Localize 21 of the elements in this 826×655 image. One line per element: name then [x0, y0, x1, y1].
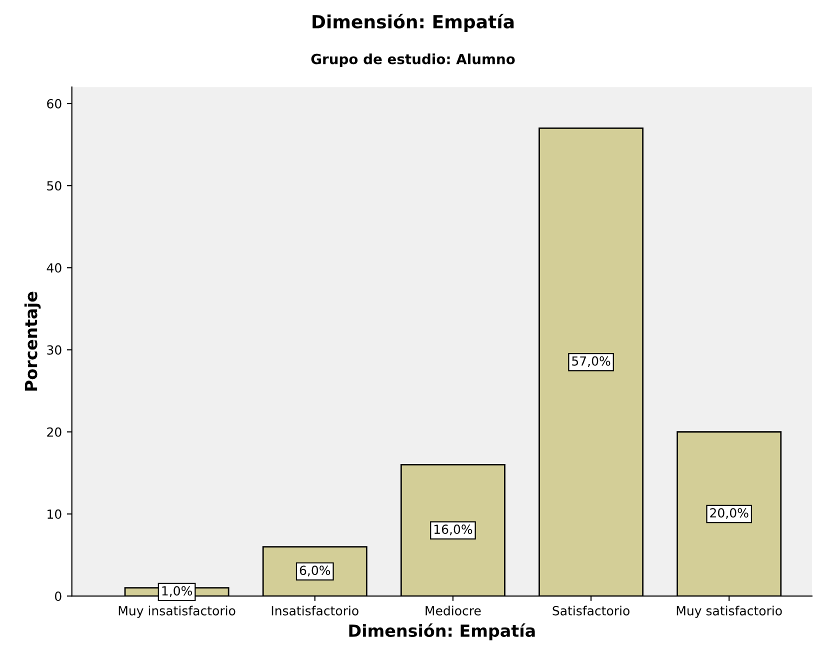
y-tick-label: 20: [47, 427, 62, 437]
data-label: 57,0%: [572, 356, 610, 368]
y-tick-label: 40: [46, 263, 62, 273]
x-tick-label: Muy insatisfactorio: [118, 606, 236, 618]
chart-title: Dimensión: Empatía: [312, 14, 514, 32]
y-tick-label: 60: [47, 99, 62, 108]
data-label: 20,0%: [710, 508, 748, 519]
x-tick-label: Mediocre: [426, 606, 481, 616]
y-tick-label: 30: [47, 345, 62, 355]
data-label: 1,0%: [162, 586, 192, 597]
x-axis-title: Dimensión: Empatía: [349, 623, 535, 640]
data-label: 16,0%: [434, 524, 472, 536]
x-tick-label: Muy satisfactorio: [676, 606, 782, 618]
y-tick-label: 0: [55, 592, 62, 601]
chart-subtitle: Grupo de estudio: Alumno: [311, 54, 515, 67]
y-axis-title: Porcentaje: [24, 292, 41, 391]
x-tick-label: Satisfactorio: [552, 606, 630, 616]
y-tick-label: 50: [47, 181, 62, 191]
y-tick-label: 10: [48, 509, 62, 519]
data-label: 6,0%: [300, 566, 330, 576]
x-tick-label: Insatisfactorio: [272, 606, 358, 616]
